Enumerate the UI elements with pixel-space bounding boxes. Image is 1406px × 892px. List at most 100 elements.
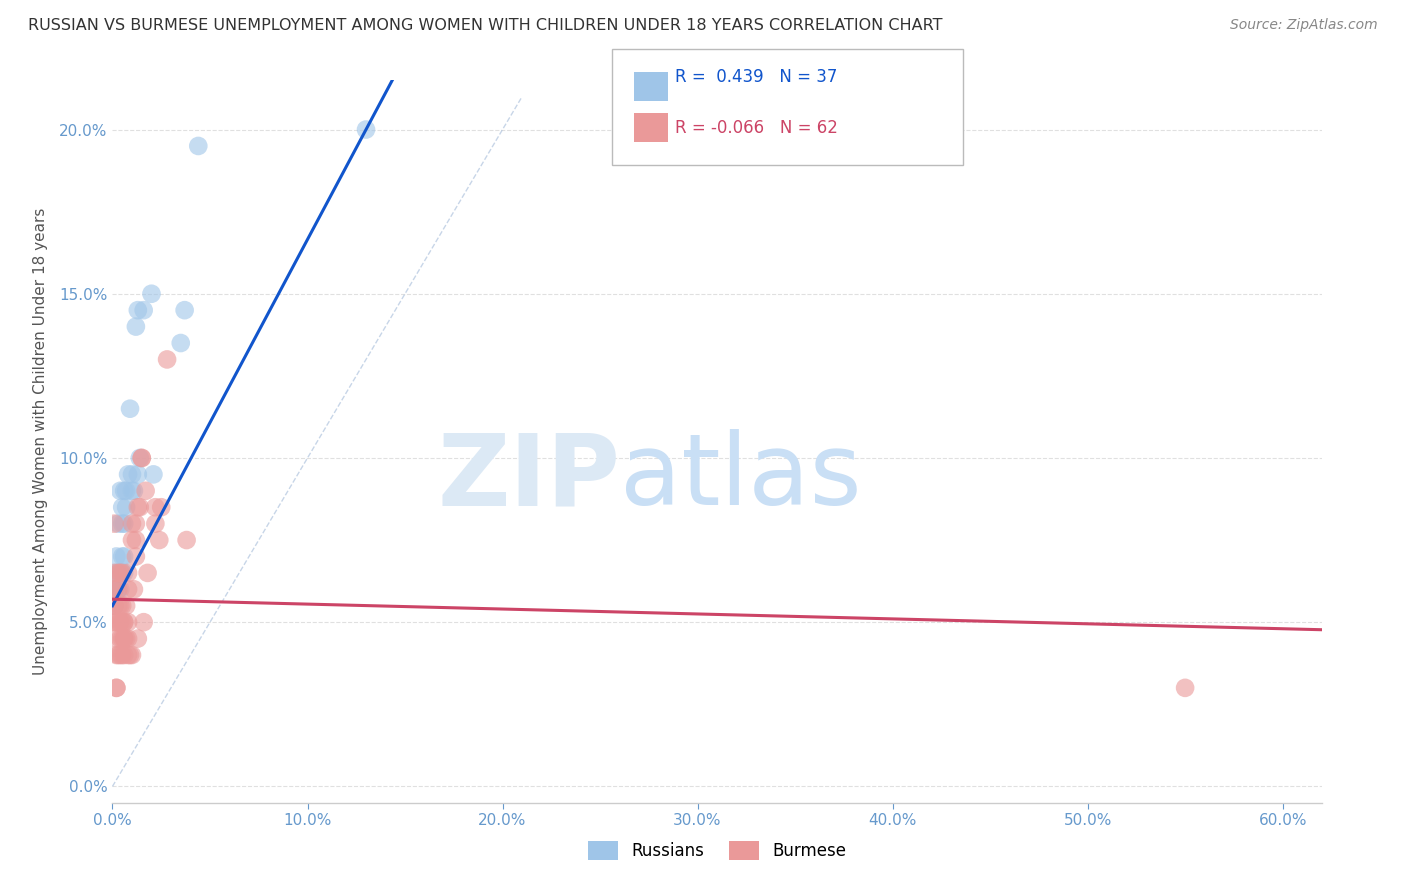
Point — [110, 566, 132, 580]
Point — [105, 615, 128, 630]
Point — [112, 632, 135, 646]
Point — [118, 648, 141, 662]
Point — [111, 615, 134, 630]
Point — [131, 450, 153, 465]
Point — [107, 566, 129, 580]
Point — [103, 582, 125, 597]
Legend: Russians, Burmese: Russians, Burmese — [581, 834, 853, 867]
Point — [136, 566, 159, 580]
Point — [107, 582, 129, 597]
Point — [132, 615, 155, 630]
Point — [127, 500, 149, 515]
Text: RUSSIAN VS BURMESE UNEMPLOYMENT AMONG WOMEN WITH CHILDREN UNDER 18 YEARS CORRELA: RUSSIAN VS BURMESE UNEMPLOYMENT AMONG WO… — [28, 18, 942, 33]
Point — [112, 549, 135, 564]
Point — [145, 516, 167, 531]
Point — [107, 615, 129, 630]
Point — [107, 582, 129, 597]
Point — [110, 648, 132, 662]
Point — [132, 303, 155, 318]
Point — [156, 352, 179, 367]
Text: R = -0.066   N = 62: R = -0.066 N = 62 — [675, 119, 838, 136]
Point — [150, 500, 173, 515]
Point — [127, 467, 149, 482]
Point — [117, 615, 139, 630]
Point — [145, 500, 167, 515]
Point — [105, 632, 128, 646]
Point — [115, 599, 138, 613]
Point — [118, 401, 141, 416]
Point — [112, 615, 135, 630]
Point — [110, 566, 132, 580]
Point — [127, 303, 149, 318]
Point — [121, 516, 143, 531]
Point — [125, 533, 148, 547]
Point — [111, 549, 134, 564]
Point — [105, 549, 128, 564]
Point — [1174, 681, 1197, 695]
Point — [115, 483, 138, 498]
Point — [112, 483, 135, 498]
Point — [131, 450, 153, 465]
Point — [127, 632, 149, 646]
Point — [173, 303, 195, 318]
Text: atlas: atlas — [620, 429, 862, 526]
Point — [354, 122, 377, 136]
Point — [142, 467, 165, 482]
Point — [117, 582, 139, 597]
Point — [111, 516, 134, 531]
Point — [110, 615, 132, 630]
Point — [103, 566, 125, 580]
Point — [105, 648, 128, 662]
Point — [107, 566, 129, 580]
Point — [187, 139, 209, 153]
Point — [122, 483, 145, 498]
Point — [103, 599, 125, 613]
Point — [103, 516, 125, 531]
Point — [111, 566, 134, 580]
Point — [103, 599, 125, 613]
Point — [103, 615, 125, 630]
Text: Source: ZipAtlas.com: Source: ZipAtlas.com — [1230, 18, 1378, 32]
Point — [107, 516, 129, 531]
Y-axis label: Unemployment Among Women with Children Under 18 years: Unemployment Among Women with Children U… — [34, 208, 48, 675]
Text: ZIP: ZIP — [437, 429, 620, 526]
Point — [103, 599, 125, 613]
Point — [111, 500, 134, 515]
Point — [176, 533, 198, 547]
Point — [107, 599, 129, 613]
Point — [135, 483, 157, 498]
Point — [117, 467, 139, 482]
Point — [121, 533, 143, 547]
Point — [121, 648, 143, 662]
Point — [110, 582, 132, 597]
Point — [111, 566, 134, 580]
Point — [170, 336, 193, 351]
Point — [103, 582, 125, 597]
Point — [103, 582, 125, 597]
Point — [125, 549, 148, 564]
Point — [110, 632, 132, 646]
Point — [112, 648, 135, 662]
Point — [107, 648, 129, 662]
Point — [112, 516, 135, 531]
Point — [112, 566, 135, 580]
Text: R =  0.439   N = 37: R = 0.439 N = 37 — [675, 68, 837, 86]
Point — [141, 286, 163, 301]
Point — [125, 319, 148, 334]
Point — [110, 599, 132, 613]
Point — [111, 599, 134, 613]
Point — [115, 500, 138, 515]
Point — [111, 648, 134, 662]
Point — [117, 632, 139, 646]
Point — [115, 632, 138, 646]
Point — [110, 483, 132, 498]
Point — [117, 566, 139, 580]
Point — [117, 648, 139, 662]
Point — [121, 483, 143, 498]
Point — [121, 467, 143, 482]
Point — [105, 681, 128, 695]
Point — [105, 582, 128, 597]
Point — [111, 632, 134, 646]
Point — [112, 615, 135, 630]
Point — [128, 450, 150, 465]
